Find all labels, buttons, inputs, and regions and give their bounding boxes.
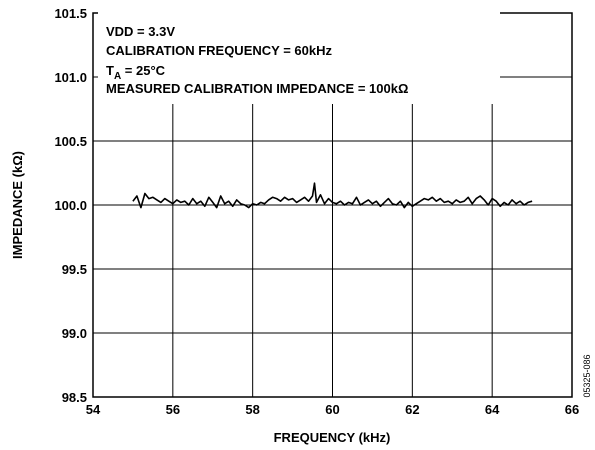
y-tick-label: 100.5 <box>54 134 87 149</box>
y-tick-label: 99.0 <box>62 326 87 341</box>
y-tick-label: 100.0 <box>54 198 87 213</box>
annotation-vdd: VDD = 3.3V <box>106 24 175 39</box>
x-tick-labels: 54 56 58 60 62 64 66 <box>86 402 579 417</box>
impedance-series-line <box>132 182 533 209</box>
annotation-calibration-frequency: CALIBRATION FREQUENCY = 60kHz <box>106 43 332 58</box>
y-tick-label: 101.5 <box>54 6 87 21</box>
annotation-temperature-symbol: T <box>106 63 114 78</box>
x-tick-label: 64 <box>485 402 500 417</box>
y-axis-title: IMPEDANCE (kΩ) <box>10 151 25 259</box>
y-tick-labels: 98.5 99.0 99.5 100.0 100.5 101.0 101.5 <box>54 6 87 405</box>
annotation-background <box>98 12 500 104</box>
series-group <box>132 182 533 209</box>
x-tick-label: 60 <box>325 402 339 417</box>
annotation-temperature-value: = 25°C <box>121 63 165 78</box>
x-axis-title: FREQUENCY (kHz) <box>274 430 391 445</box>
condition-annotations: VDD = 3.3V CALIBRATION FREQUENCY = 60kHz… <box>98 12 500 104</box>
x-tick-label: 66 <box>565 402 579 417</box>
y-tick-label: 99.5 <box>62 262 87 277</box>
y-tick-label: 98.5 <box>62 390 87 405</box>
annotation-measured-impedance: MEASURED CALIBRATION IMPEDANCE = 100kΩ <box>106 81 408 96</box>
annotation-temperature: TA = 25°C <box>106 63 166 82</box>
x-tick-label: 62 <box>405 402 419 417</box>
y-tick-label: 101.0 <box>54 70 87 85</box>
figure-code: 05325-086 <box>582 354 592 397</box>
x-tick-label: 54 <box>86 402 101 417</box>
x-tick-label: 58 <box>245 402 259 417</box>
annotation-temperature-subscript: A <box>114 71 121 82</box>
x-tick-label: 56 <box>166 402 180 417</box>
